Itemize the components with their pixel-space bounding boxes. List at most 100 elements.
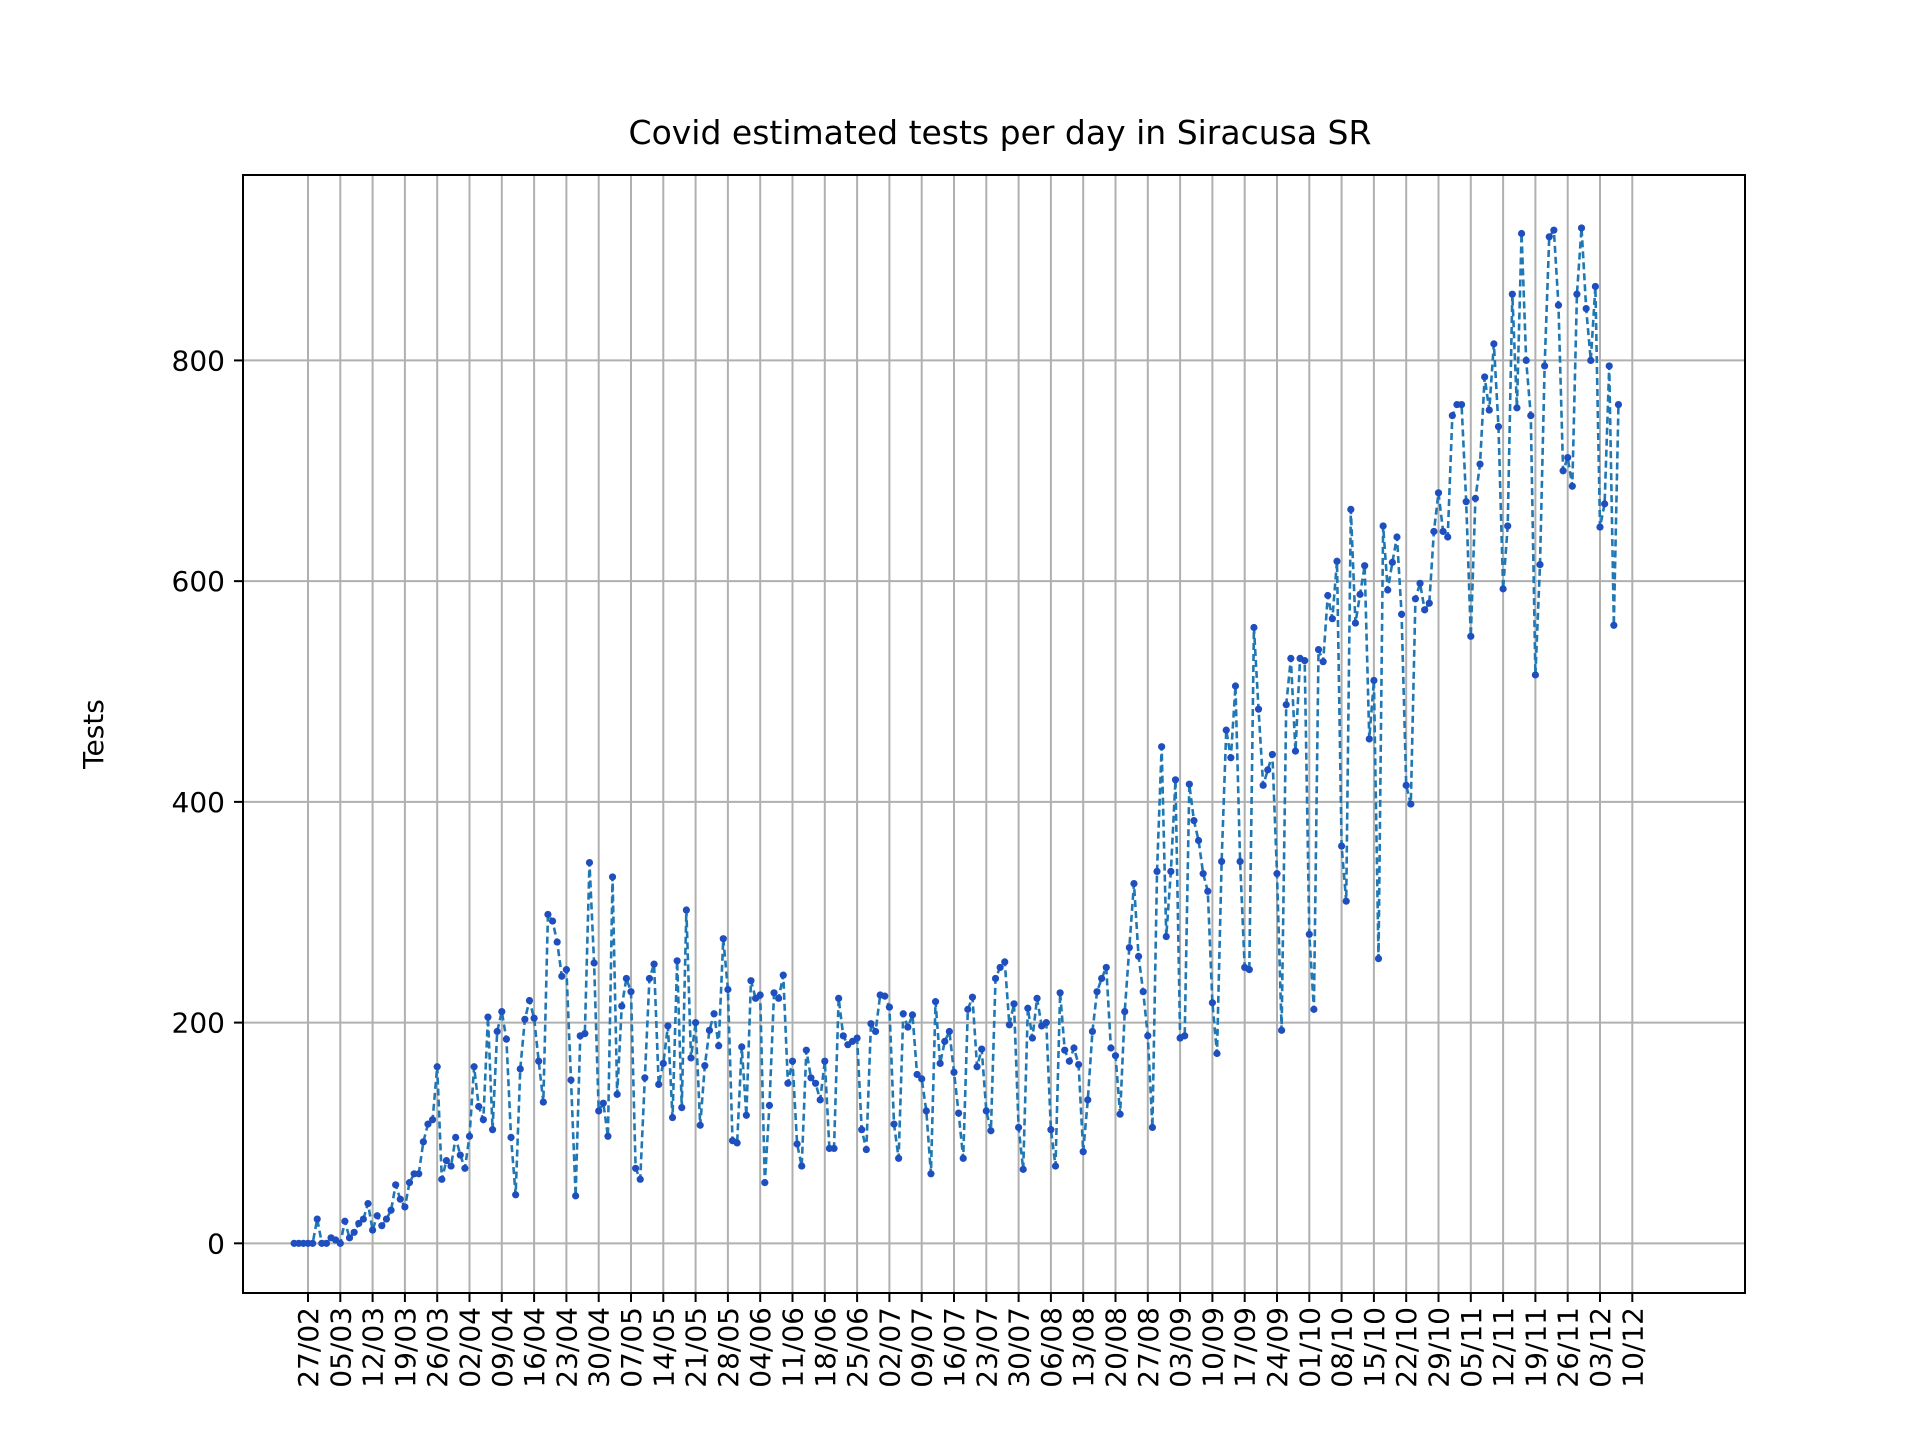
data-point	[1171, 776, 1180, 784]
data-point	[710, 1010, 718, 1018]
data-point	[498, 1007, 506, 1016]
data-point	[682, 906, 690, 914]
data-point	[1024, 1004, 1032, 1012]
data-point	[1121, 1007, 1129, 1016]
data-point	[904, 1023, 912, 1031]
data-point	[1421, 606, 1429, 614]
data-point	[1213, 1049, 1221, 1058]
x-tick-label: 27/08	[1132, 1307, 1165, 1388]
data-point	[1388, 558, 1396, 566]
data-point	[678, 1103, 686, 1112]
data-point	[387, 1206, 395, 1214]
plot-frame	[242, 174, 1746, 1294]
x-tick-label: 22/10	[1390, 1307, 1423, 1388]
x-tick-label: 09/07	[906, 1307, 939, 1388]
x-tick-label: 16/07	[938, 1307, 971, 1388]
data-point	[931, 998, 940, 1006]
data-point	[1370, 676, 1378, 685]
data-point	[1342, 897, 1350, 905]
x-tick-label: 07/05	[615, 1307, 648, 1388]
data-point	[618, 1002, 626, 1010]
data-point	[1610, 621, 1618, 629]
data-point	[1494, 423, 1503, 431]
data-point	[1614, 400, 1623, 409]
data-point	[608, 873, 617, 881]
data-point	[1227, 754, 1235, 762]
x-tick-label: 15/10	[1358, 1307, 1391, 1388]
data-point	[548, 917, 557, 925]
data-point	[438, 1175, 446, 1183]
y-tick-label: 600	[172, 565, 225, 598]
data-point	[405, 1179, 414, 1187]
data-point	[950, 1068, 958, 1076]
data-point	[761, 1179, 769, 1187]
data-point	[502, 1035, 511, 1043]
x-tick-label: 02/04	[454, 1307, 487, 1388]
data-point	[862, 1145, 870, 1154]
data-point	[1236, 857, 1244, 866]
data-point	[1047, 1126, 1055, 1134]
data-point	[484, 1013, 492, 1021]
data-point	[1190, 817, 1198, 825]
data-point	[627, 988, 635, 996]
data-point	[802, 1046, 810, 1054]
data-point	[456, 1151, 464, 1159]
data-point	[1384, 586, 1392, 594]
data-point	[373, 1212, 381, 1220]
data-point	[488, 1126, 497, 1134]
data-point	[913, 1070, 921, 1079]
data-point	[1333, 557, 1341, 565]
data-point	[539, 1098, 547, 1106]
x-tick-label: 24/09	[1261, 1307, 1294, 1388]
data-point	[475, 1102, 483, 1111]
data-point	[1541, 362, 1549, 370]
data-point	[1605, 362, 1613, 370]
data-point	[885, 1003, 894, 1011]
x-tick-label: 27/02	[292, 1307, 325, 1388]
data-point	[756, 991, 764, 999]
data-point	[479, 1116, 487, 1124]
data-point	[1319, 658, 1327, 666]
x-tick-label: 12/11	[1487, 1307, 1520, 1388]
data-point	[1365, 735, 1373, 743]
data-point	[1361, 562, 1369, 570]
data-point	[991, 974, 1000, 983]
x-axis: 27/02 05/03 12/03 19/03 26/03 02/04 09/04 16/04…	[292, 1293, 1649, 1388]
data-point	[927, 1170, 935, 1178]
data-point	[1471, 494, 1480, 502]
data-point	[309, 1239, 317, 1247]
data-point	[747, 977, 755, 985]
data-point	[715, 1042, 723, 1050]
data-point	[470, 1063, 478, 1071]
data-point	[350, 1228, 358, 1236]
data-point	[1070, 1044, 1078, 1052]
data-point	[798, 1162, 806, 1170]
data-point	[1065, 1057, 1073, 1065]
data-point	[655, 1080, 663, 1089]
data-point	[701, 1062, 709, 1070]
data-point	[1254, 705, 1263, 713]
data-point	[1347, 505, 1355, 514]
data-point	[742, 1111, 750, 1119]
data-point	[1582, 304, 1590, 313]
data-point	[419, 1138, 427, 1146]
data-point	[871, 1027, 880, 1036]
data-point	[1042, 1019, 1050, 1027]
data-point	[1231, 682, 1240, 690]
data-point	[415, 1170, 423, 1178]
data-point	[673, 957, 681, 965]
data-point	[1573, 290, 1581, 298]
data-point	[1554, 301, 1563, 309]
data-point	[1550, 226, 1558, 234]
data-point	[1504, 522, 1512, 530]
data-point	[1338, 842, 1346, 850]
data-point	[442, 1156, 451, 1165]
data-point	[784, 1079, 792, 1087]
data-point	[544, 910, 552, 919]
y-axis: 0 200 400 600 800	[172, 344, 243, 1260]
data-point	[1028, 1034, 1037, 1042]
data-point	[493, 1027, 501, 1036]
x-tick-label: 17/09	[1229, 1307, 1262, 1388]
data-point	[811, 1079, 820, 1087]
data-point	[1324, 591, 1332, 600]
